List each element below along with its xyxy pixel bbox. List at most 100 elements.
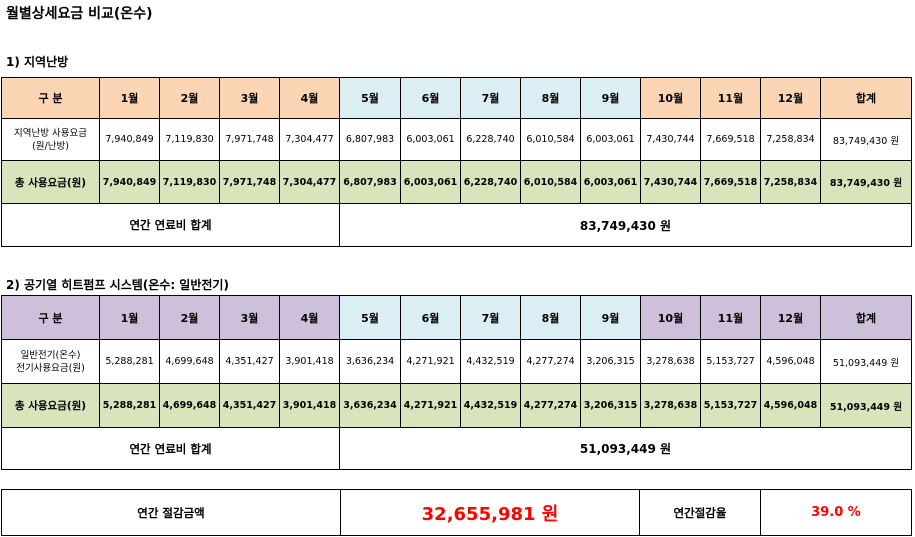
table-cell: 4,277,274 — [520, 339, 581, 384]
column-header: 12월 — [760, 295, 821, 340]
saving-rate-value: 39.0 % — [760, 489, 912, 536]
table-cell: 7,430,744 — [640, 118, 701, 161]
column-header-category: 구 분 — [1, 77, 100, 119]
row-label: 일반전기(온수) 전기사용요금(원) — [1, 339, 100, 384]
table-cell: 6,807,983 — [339, 118, 401, 161]
total-row: 총 사용요금(원) 5,288,281 4,699,648 4,351,427 3,90… — [1, 383, 912, 428]
column-header: 7월 — [460, 295, 521, 340]
table-cell: 6,003,061 — [400, 118, 461, 161]
column-header: 7월 — [460, 77, 521, 119]
table-cell: 6,003,061 — [580, 118, 641, 161]
row-label: 지역난방 사용요금 (원/난방) — [1, 118, 100, 161]
table-cell: 5,153,727 — [700, 339, 761, 384]
table-cell: 83,749,430 원 — [820, 118, 912, 161]
annual-value: 83,749,430 원 — [339, 203, 912, 247]
column-header: 11월 — [700, 295, 761, 340]
column-header: 3월 — [219, 77, 280, 119]
column-header: 2월 — [159, 77, 220, 119]
table-cell: 4,432,519 — [460, 383, 521, 428]
table-cell: 6,228,740 — [460, 160, 521, 204]
annual-saving-label: 연간 절감금액 — [1, 489, 341, 536]
column-header: 2월 — [159, 295, 220, 340]
table-cell: 6,003,061 — [580, 160, 641, 204]
table-cell: 7,304,477 — [279, 118, 340, 161]
table-cell: 51,093,449 원 — [820, 339, 912, 384]
section-title-heat-pump: 2) 공기열 히트펌프 시스템(온수: 일반전기) — [6, 278, 229, 292]
table-cell: 7,669,518 — [700, 160, 761, 204]
table-cell: 7,258,834 — [760, 118, 821, 161]
table-cell: 4,351,427 — [219, 339, 280, 384]
table-cell: 5,288,281 — [99, 383, 160, 428]
column-header: 1월 — [99, 77, 160, 119]
column-header: 10월 — [640, 77, 701, 119]
column-header: 합계 — [820, 295, 912, 340]
annual-label: 연간 연료비 합계 — [1, 203, 340, 247]
column-header: 합계 — [820, 77, 912, 119]
table-cell: 3,636,234 — [339, 339, 401, 384]
table-cell: 6,228,740 — [460, 118, 521, 161]
column-header: 5월 — [339, 295, 401, 340]
table-cell: 5,288,281 — [99, 339, 160, 384]
total-row-label: 총 사용요금(원) — [1, 383, 100, 428]
column-header-category: 구 분 — [1, 295, 100, 340]
data-row: 일반전기(온수) 전기사용요금(원) 5,288,281 4,699,648 4,351… — [1, 339, 912, 384]
page-title: 월별상세요금 비교(온수) — [6, 6, 153, 22]
table-cell: 3,206,315 — [580, 339, 641, 384]
table-cell: 6,807,983 — [339, 160, 401, 204]
column-header: 9월 — [580, 295, 641, 340]
table-cell: 4,351,427 — [219, 383, 280, 428]
table-cell: 4,596,048 — [760, 383, 821, 428]
table-cell: 4,271,921 — [400, 339, 461, 384]
table-cell: 7,940,849 — [99, 160, 160, 204]
table-cell: 3,278,638 — [640, 383, 701, 428]
table-cell: 83,749,430 원 — [820, 160, 912, 204]
annual-label: 연간 연료비 합계 — [1, 427, 340, 470]
table-cell: 3,206,315 — [580, 383, 641, 428]
annual-value: 51,093,449 원 — [339, 427, 912, 470]
table-cell: 6,010,584 — [520, 160, 581, 204]
table-cell: 3,901,418 — [279, 339, 340, 384]
row-label-line2: (원/난방) — [32, 140, 69, 152]
table-cell: 4,432,519 — [460, 339, 521, 384]
table-cell: 6,003,061 — [400, 160, 461, 204]
table-cell: 4,271,921 — [400, 383, 461, 428]
saving-summary-table: 연간 절감금액 32,655,981 원 연간절감율 39.0 % — [1, 489, 912, 536]
table-cell: 3,278,638 — [640, 339, 701, 384]
table-cell: 7,430,744 — [640, 160, 701, 204]
section-title-district-heating: 1) 지역난방 — [6, 55, 69, 69]
saving-rate-label: 연간절감율 — [639, 489, 761, 536]
total-row: 총 사용요금(원) 7,940,849 7,119,830 7,971,748 7,30… — [1, 160, 912, 204]
table-cell: 7,258,834 — [760, 160, 821, 204]
column-header: 8월 — [520, 295, 581, 340]
data-row: 지역난방 사용요금 (원/난방) 7,940,849 7,119,830 7,971,7… — [1, 118, 912, 161]
table-cell: 51,093,449 원 — [820, 383, 912, 428]
table-cell: 7,971,748 — [219, 160, 280, 204]
header-row: 구 분 1월 2월 3월 4월 5월 6월 7월 8월 9월 10월 11월 12월 합계 — [1, 295, 912, 340]
column-header: 5월 — [339, 77, 401, 119]
total-row-label: 총 사용요금(원) — [1, 160, 100, 204]
table-cell: 7,940,849 — [99, 118, 160, 161]
heat-pump-table: 구 분 1월 2월 3월 4월 5월 6월 7월 8월 9월 10월 11월 12월 합계 일반전기(온수… — [1, 295, 912, 470]
saving-row: 연간 절감금액 32,655,981 원 연간절감율 39.0 % — [1, 489, 912, 536]
district-heating-table: 구 분 1월 2월 3월 4월 5월 6월 7월 8월 9월 10월 11월 12월 합계 지역난방 사용… — [1, 77, 912, 247]
table-cell: 4,596,048 — [760, 339, 821, 384]
annual-row: 연간 연료비 합계 83,749,430 원 — [1, 203, 912, 247]
table-cell: 7,971,748 — [219, 118, 280, 161]
column-header: 9월 — [580, 77, 641, 119]
column-header: 4월 — [279, 77, 340, 119]
row-label-line1: 일반전기(온수) — [20, 349, 81, 361]
column-header: 8월 — [520, 77, 581, 119]
column-header: 1월 — [99, 295, 160, 340]
column-header: 11월 — [700, 77, 761, 119]
annual-row: 연간 연료비 합계 51,093,449 원 — [1, 427, 912, 470]
table-cell: 5,153,727 — [700, 383, 761, 428]
table-cell: 4,277,274 — [520, 383, 581, 428]
table-cell: 4,699,648 — [159, 383, 220, 428]
column-header: 12월 — [760, 77, 821, 119]
row-label-line1: 지역난방 사용요금 — [14, 127, 87, 139]
column-header: 6월 — [400, 295, 461, 340]
column-header: 6월 — [400, 77, 461, 119]
table-cell: 3,636,234 — [339, 383, 401, 428]
column-header: 10월 — [640, 295, 701, 340]
table-cell: 7,304,477 — [279, 160, 340, 204]
